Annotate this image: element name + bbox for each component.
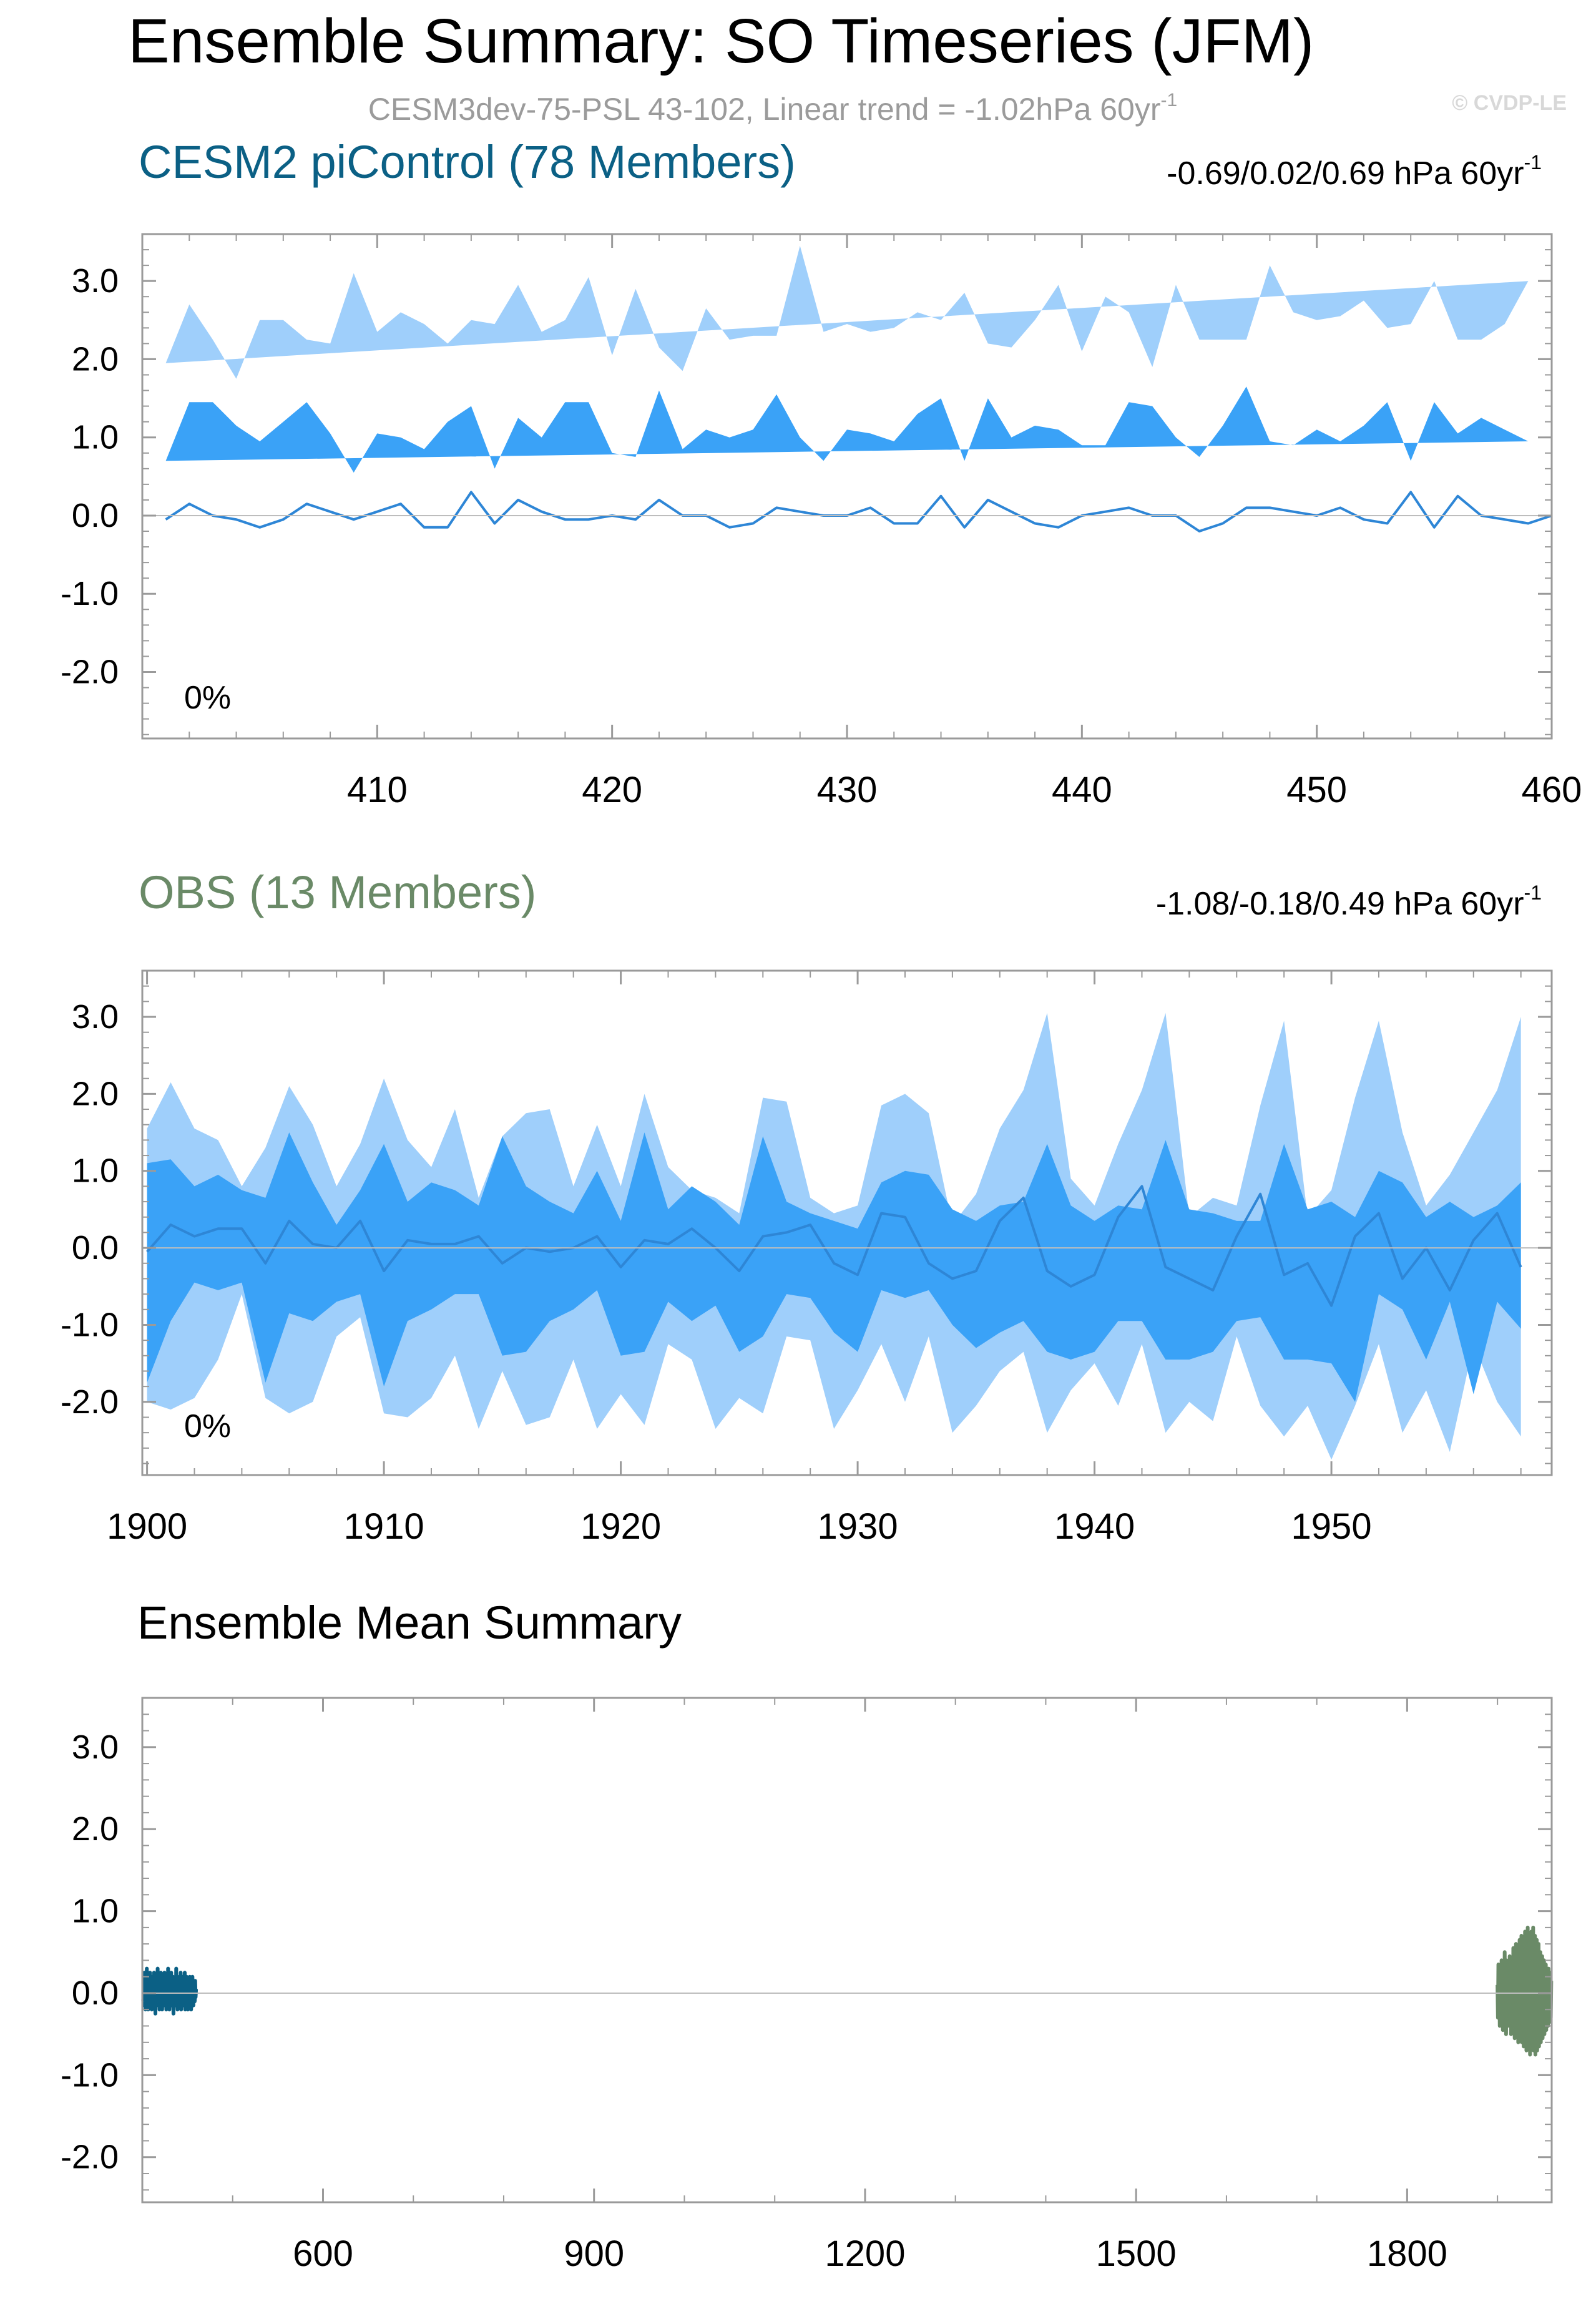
y-tick-label: -2.0 [61, 2139, 119, 2176]
x-tick-label: 1900 [107, 1506, 187, 1547]
trend-superscript-cesm2: -1 [1524, 151, 1542, 174]
y-tick-label: 3.0 [72, 998, 119, 1036]
x-tick-label: 440 [1052, 770, 1112, 810]
panel-cesm2: CESM2 piControl (78 Members) -0.69/0.02/… [61, 136, 1582, 810]
y-tick-label: -1.0 [61, 575, 119, 612]
plot-cesm2: 3.0 2.0 1.0 0.0 -1.0 -2.0 410 420 430 440 450 460 [61, 233, 1582, 810]
panel-ensemble-mean: Ensemble Mean Summary 3.0 2.0 1.0 0.0 -1.0 -2… [61, 1597, 1554, 2274]
y-tick-label: -2.0 [61, 1383, 119, 1421]
x-tick-label: 1910 [344, 1506, 424, 1547]
x-tick-label: 600 [293, 2233, 353, 2274]
ensemble-mean-line [165, 491, 1552, 532]
trend-superscript-obs: -1 [1524, 881, 1542, 904]
series-line-cesm2 [141, 1966, 198, 2016]
panel-obs: OBS (13 Members) -1.08/-0.18/0.49 hPa 60… [61, 866, 1553, 1547]
trend-label-obs: -1.08/-0.18/0.49 hPa 60yr-1 [1156, 881, 1542, 922]
x-tick-label: 410 [347, 770, 408, 810]
watermark: © CVDP-LE [1452, 91, 1567, 115]
plot-obs: 3.0 2.0 1.0 0.0 -1.0 -2.0 1900 1910 1920 1930 1940… [61, 969, 1553, 1547]
x-tick-label: 430 [817, 770, 878, 810]
y-tick-label: 1.0 [72, 1152, 119, 1190]
y-tick-label: -1.0 [61, 1306, 119, 1343]
plot-ensemble-mean: 3.0 2.0 1.0 0.0 -1.0 -2.0 600 900 1200 1500 1800 [61, 1697, 1554, 2274]
spread-band-inner [147, 1132, 1521, 1402]
y-tick-label: 0.0 [72, 1229, 119, 1267]
subtitle-text: CESM3dev-75-PSL 43-102, Linear trend = -… [368, 92, 1161, 127]
ensemble-mean-line [146, 1185, 1522, 1307]
x-tick-label: 1920 [580, 1506, 661, 1547]
pct-label-obs: 0% [184, 1408, 231, 1444]
figure-subtitle: CESM3dev-75-PSL 43-102, Linear trend = -… [368, 90, 1177, 127]
y-tick-label: 0.0 [72, 1974, 119, 2012]
x-tick-label: 900 [564, 2233, 624, 2274]
x-tick-label: 450 [1286, 770, 1347, 810]
panel-title-cesm2: CESM2 piControl (78 Members) [139, 136, 796, 188]
y-tick-label: 1.0 [72, 419, 119, 456]
x-tick-label: 420 [582, 770, 642, 810]
trend-text-obs: -1.08/-0.18/0.49 hPa 60yr [1156, 886, 1524, 922]
y-tick-label: 2.0 [72, 1075, 119, 1112]
x-tick-label: 460 [1522, 770, 1582, 810]
spread-band-inner [165, 386, 1529, 473]
panel-title-obs: OBS (13 Members) [139, 866, 536, 918]
y-tick-label: 3.0 [72, 262, 119, 300]
series-line-obs [1496, 1925, 1554, 2057]
x-tick-label: 1950 [1291, 1506, 1372, 1547]
x-tick-label: 1800 [1367, 2233, 1447, 2274]
y-tick-label: 1.0 [72, 1893, 119, 1930]
plot-frame [141, 1697, 1553, 2204]
trend-text-cesm2: -0.69/0.02/0.69 hPa 60yr [1167, 155, 1524, 192]
trend-label-cesm2: -0.69/0.02/0.69 hPa 60yr-1 [1167, 151, 1542, 192]
y-tick-label: -1.0 [61, 2056, 119, 2094]
y-tick-label: 2.0 [72, 340, 119, 378]
x-tick-label: 1500 [1096, 2233, 1177, 2274]
y-tick-label: 2.0 [72, 1810, 119, 1848]
y-tick-label: 0.0 [72, 497, 119, 534]
panel-title-ensemble-mean: Ensemble Mean Summary [137, 1597, 682, 1649]
x-tick-label: 1200 [825, 2233, 905, 2274]
subtitle-superscript: -1 [1161, 90, 1178, 110]
x-tick-label: 1940 [1054, 1506, 1135, 1547]
spread-band-outer [165, 245, 1529, 379]
x-tick-label: 1930 [818, 1506, 898, 1547]
y-tick-label: 3.0 [72, 1728, 119, 1766]
y-tick-label: -2.0 [61, 654, 119, 691]
pct-label-cesm2: 0% [184, 680, 231, 716]
figure-title: Ensemble Summary: SO Timeseries (JFM) [128, 6, 1314, 76]
plot-frame [141, 969, 1553, 1476]
